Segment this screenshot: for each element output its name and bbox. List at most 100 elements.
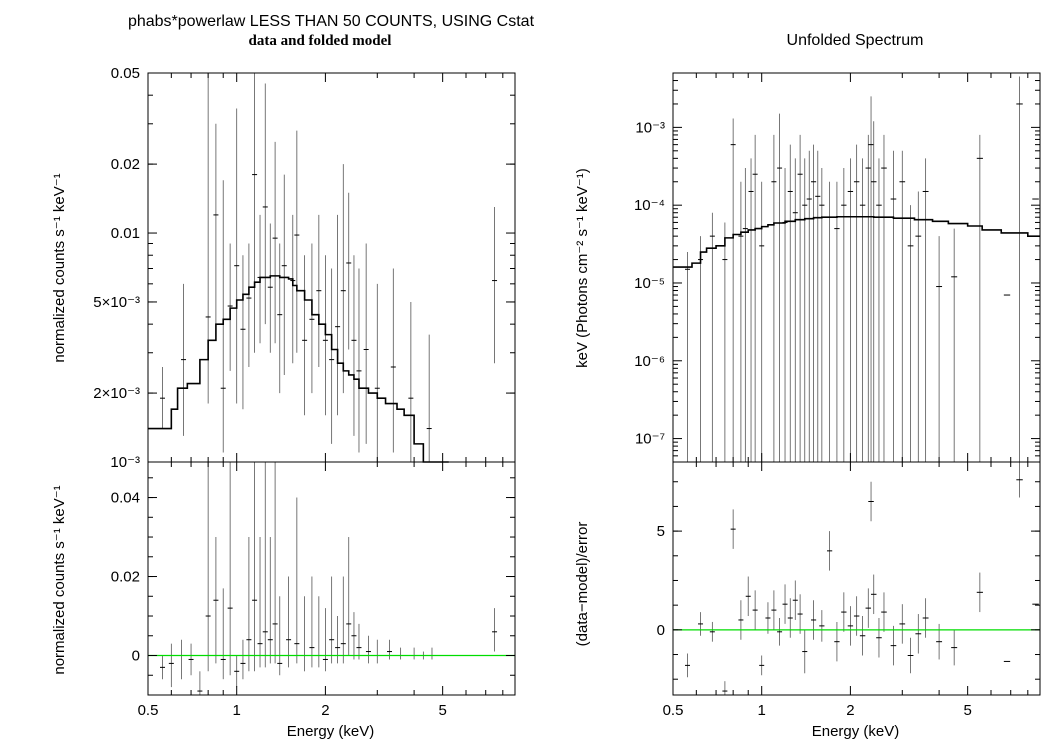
residual-point [277, 596, 283, 676]
data-point [890, 150, 897, 462]
axes-frame [672, 461, 1041, 696]
y-tick-label: 0.04 [111, 490, 140, 507]
y-tick-label: 0.01 [111, 225, 140, 242]
residual-point [205, 462, 211, 672]
panel-right-top: 10⁻⁷ 10⁻⁶ 10⁻⁵ 10⁻⁴ 10⁻³ keV (Photons cm⁻² s⁻… [574, 72, 1041, 463]
x-tick-label: 2 [846, 702, 854, 719]
data-point [834, 181, 840, 462]
data-point [281, 174, 287, 375]
residual-point [876, 617, 882, 658]
residual-point [365, 635, 371, 664]
data-point [815, 150, 821, 462]
y-axis-label: keV (Photons cm⁻² s⁻¹ keV⁻¹) [574, 168, 591, 368]
residual-point [257, 537, 263, 668]
residual-point [272, 462, 278, 664]
residual-point [951, 629, 958, 666]
data-point [213, 123, 219, 325]
residual-point [246, 537, 252, 672]
data-point [277, 243, 283, 394]
data-point [685, 252, 691, 462]
right-title: Unfolded Spectrum [787, 32, 924, 49]
data-point [267, 223, 273, 353]
residual-point [811, 600, 817, 640]
data-point [426, 334, 432, 462]
data-point [363, 243, 369, 444]
data-point [730, 118, 736, 462]
residual-point [286, 576, 292, 668]
residual-point [262, 462, 268, 668]
residual-point [213, 537, 219, 664]
residual-point [234, 655, 240, 688]
residual-point [168, 643, 174, 688]
residual-point [865, 588, 872, 628]
y-tick-label: 5 [657, 523, 665, 540]
axes-frame [147, 461, 516, 696]
y-tick-label: 0 [657, 622, 665, 639]
data-point [246, 243, 252, 367]
data-point [738, 181, 744, 462]
data-point [181, 283, 187, 436]
data-point [302, 255, 308, 416]
data-point [797, 134, 803, 462]
y-tick-label: 5×10⁻³ [93, 294, 140, 311]
y-tick-label: 10⁻⁷ [635, 431, 665, 448]
data-point [868, 96, 874, 462]
residual-point [841, 592, 847, 632]
x-axis-label: Energy (keV) [812, 723, 900, 740]
x-tick-label: 0.5 [663, 702, 684, 719]
residual-point [771, 590, 777, 630]
data-point [771, 134, 777, 462]
y-tick-label: 10⁻³ [635, 119, 665, 136]
residual-point [922, 598, 929, 638]
residual-point [698, 612, 704, 636]
y-tick-label: 10⁻³ [110, 454, 140, 471]
residual-point [915, 614, 922, 654]
residual-point [802, 629, 808, 674]
data-point [976, 134, 983, 462]
data-point [787, 144, 793, 462]
residual-point [890, 625, 897, 666]
residual-point [160, 655, 166, 680]
residual-point [868, 481, 874, 522]
residual-point [294, 497, 300, 664]
residual-point [765, 602, 771, 634]
y-tick-label: 0.02 [111, 156, 140, 173]
data-point [915, 191, 922, 462]
panel-left-bottom: 0.5 1 2 5 0 0.02 0.04 normalized counts s⁻¹ keV… [51, 461, 516, 740]
residual-point [797, 594, 803, 634]
data-point [859, 158, 866, 462]
model-step-line [148, 275, 449, 463]
data-point [777, 113, 783, 462]
residual-point [220, 588, 226, 680]
data-point [160, 366, 166, 429]
data-point [752, 134, 758, 462]
data-point [811, 144, 817, 462]
data-point [709, 212, 715, 462]
left-title: phabs*powerlaw LESS THAN 50 COUNTS, USIN… [128, 13, 535, 30]
residual-point [240, 639, 246, 680]
residual-point [899, 604, 906, 644]
residual-point [1016, 462, 1023, 498]
data-point [951, 228, 958, 462]
data-point [340, 164, 346, 394]
residual-point [322, 608, 328, 672]
residual-point [227, 462, 233, 676]
data-point [262, 83, 268, 325]
y-tick-label: 0.05 [111, 65, 140, 82]
residual-point [847, 606, 854, 646]
residual-point [252, 462, 258, 672]
data-point [252, 73, 258, 353]
data-point [329, 268, 335, 444]
data-point [492, 206, 498, 364]
data-point [847, 158, 854, 462]
data-point [408, 301, 414, 462]
y-tick-label: 10⁻⁶ [634, 353, 665, 370]
data-point [806, 150, 812, 462]
y-axis-label: normalized counts s⁻¹ keV⁻¹ [51, 485, 68, 674]
x-tick-label: 1 [758, 702, 766, 719]
residual-point [819, 610, 825, 642]
residual-point [792, 580, 798, 620]
residual-point [685, 653, 691, 678]
